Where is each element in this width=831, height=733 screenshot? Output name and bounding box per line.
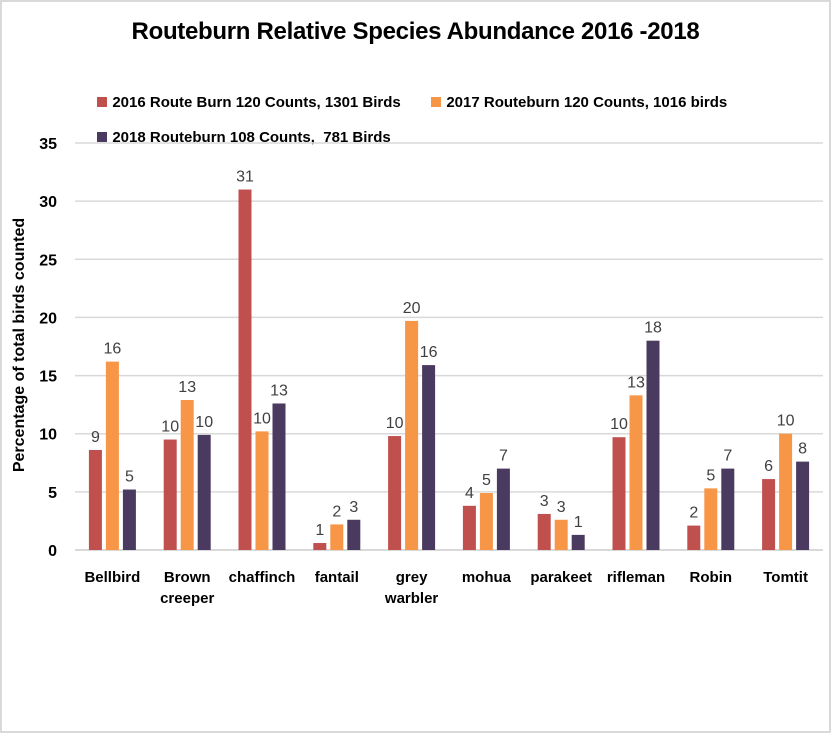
bar [330,524,344,550]
legend-swatch-2016 [97,97,108,107]
legend-label-2018: 2018 Routeburn 108 Counts, 781 Birds [112,129,391,146]
data-label: 3 [540,493,549,510]
bar [612,437,626,550]
bar [105,361,119,550]
y-tick-label: 10 [39,427,57,444]
bar [479,493,493,550]
data-label: 2 [332,503,341,520]
bar [422,365,436,550]
x-tick-label: creeper [160,590,214,607]
data-label: 16 [104,341,122,358]
y-tick-label: 0 [48,543,57,560]
data-label: 16 [420,344,438,361]
bar [347,519,361,550]
bar [197,434,211,550]
x-axis-labels: Bellbird Brown creeper chaffinch fantail grey… [84,569,807,607]
data-label: 1 [315,522,324,539]
data-label: 4 [465,485,474,502]
data-label: 1 [574,514,583,531]
bar [721,468,735,550]
bars [88,189,810,550]
data-label: 9 [91,429,100,446]
legend-item-2016: 2016 Route Burn 120 Counts, 1301 Birds [89,76,401,112]
data-label: 10 [386,415,404,432]
data-label: 13 [178,379,196,396]
bar [238,189,252,550]
bar [313,543,327,550]
bar [537,513,551,550]
legend-label-2016: 2016 Route Burn 120 Counts, 1301 Birds [112,94,401,111]
data-label: 10 [253,410,271,427]
bar [779,433,793,550]
x-tick-label: Brown [164,569,211,586]
bar [687,525,701,550]
y-tick-label: 25 [39,252,57,269]
chart-title: Routeburn Relative Species Abundance 201… [131,18,700,45]
bar [122,489,136,550]
bar [704,488,718,550]
x-tick-label: Tomtit [763,569,808,586]
legend-swatch-2017 [431,97,442,107]
data-label: 10 [777,413,795,430]
y-tick-label: 20 [39,310,57,327]
x-tick-label: Bellbird [84,569,140,586]
data-label: 13 [270,382,288,399]
data-label: 10 [195,414,213,431]
data-label: 6 [764,458,773,475]
data-label: 5 [125,469,134,486]
x-tick-label: rifleman [607,569,665,586]
data-label: 7 [723,448,732,465]
bar [646,340,660,550]
bar [762,479,776,550]
legend-item-2018: 2018 Routeburn 108 Counts, 781 Birds [89,111,391,147]
bar [571,534,585,550]
data-label: 7 [499,448,508,465]
legend-label-2017: 2017 Routeburn 120 Counts, 1016 birds [446,94,728,111]
bar [405,320,419,550]
bar [554,519,568,550]
legend-item-2017: 2017 Routeburn 120 Counts, 1016 birds [423,76,727,112]
y-tick-label: 30 [39,194,57,211]
data-label: 20 [403,300,421,317]
x-tick-label: warbler [384,590,439,607]
bar [496,468,510,550]
data-label: 5 [706,467,715,484]
data-label: 10 [161,419,179,436]
data-label: 3 [349,499,358,516]
x-tick-label: parakeet [530,569,592,586]
legend-swatch-2018 [97,132,108,142]
data-label: 31 [236,169,254,186]
bar [272,403,286,550]
data-label: 2 [689,505,698,522]
x-tick-label: chaffinch [229,569,296,586]
data-label: 5 [482,472,491,489]
y-axis-ticks: 0 5 10 15 20 25 30 35 [39,136,57,560]
bar [388,436,402,550]
data-label: 10 [610,416,628,433]
y-tick-label: 35 [39,136,57,153]
bar [796,461,810,550]
data-label: 13 [627,374,645,391]
data-label: 18 [644,320,662,337]
bar [163,439,177,550]
x-tick-label: mohua [462,569,512,586]
x-tick-label: grey [396,569,428,586]
y-tick-label: 15 [39,369,57,386]
y-tick-label: 5 [48,485,57,502]
bar [462,505,476,550]
data-label: 8 [798,441,807,458]
bar [88,449,102,550]
bar [255,431,269,550]
bar [629,395,643,550]
x-tick-label: Robin [690,569,733,586]
x-tick-label: fantail [315,569,359,586]
data-label: 3 [557,499,566,516]
bar [180,399,194,550]
